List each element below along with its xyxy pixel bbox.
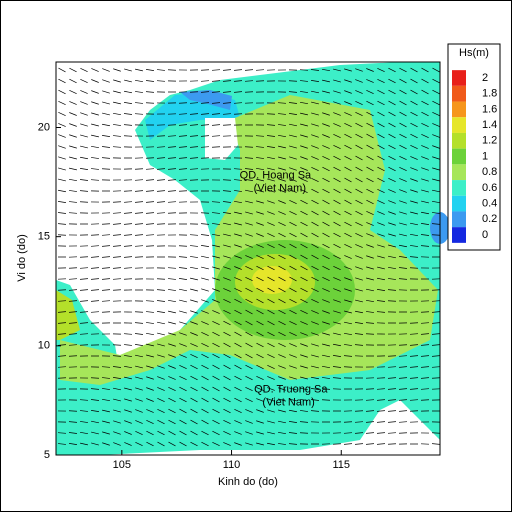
colorbar-label: 1.8 bbox=[482, 88, 497, 100]
colorbar-label: 0.4 bbox=[482, 198, 497, 210]
annotation: QD. Hoang Sa bbox=[240, 169, 312, 181]
x-tick-label: 115 bbox=[332, 459, 350, 471]
colorbar-label: 1 bbox=[482, 150, 488, 162]
x-axis-label: Kinh do (do) bbox=[218, 476, 278, 488]
colorbar-swatch bbox=[452, 164, 466, 180]
y-axis-label: Vi do (do) bbox=[16, 234, 28, 282]
colorbar-label: 0.8 bbox=[482, 166, 497, 178]
colorbar-label: 0.6 bbox=[482, 182, 497, 194]
colorbar-label: 0 bbox=[482, 229, 488, 241]
colorbar-swatch bbox=[452, 180, 466, 196]
colorbar-swatch bbox=[452, 227, 466, 243]
colorbar-label: 1.4 bbox=[482, 119, 497, 131]
x-tick-label: 110 bbox=[223, 459, 241, 471]
y-tick-label: 10 bbox=[38, 340, 50, 352]
peak-region bbox=[252, 266, 292, 294]
colorbar-swatch bbox=[452, 102, 466, 118]
colorbar-swatch bbox=[452, 211, 466, 227]
y-tick-label: 5 bbox=[44, 449, 50, 461]
annotation: (Viet Nam) bbox=[262, 397, 314, 409]
colorbar-swatch bbox=[452, 196, 466, 212]
annotation: QD. Truong Sa bbox=[254, 383, 328, 395]
colorbar-label: 2 bbox=[482, 72, 488, 84]
annotation: (Viet Nam) bbox=[254, 183, 306, 195]
colorbar-label: 1.6 bbox=[482, 103, 497, 115]
colorbar-title: Hs(m) bbox=[459, 47, 489, 59]
colorbar-swatch bbox=[452, 133, 466, 149]
y-tick-label: 15 bbox=[38, 231, 50, 243]
colorbar-label: 1.2 bbox=[482, 135, 497, 147]
colorbar-swatch bbox=[452, 70, 466, 86]
colorbar-swatch bbox=[452, 117, 466, 133]
y-tick-label: 20 bbox=[38, 121, 50, 133]
x-tick-label: 105 bbox=[113, 459, 131, 471]
colorbar-swatch bbox=[452, 86, 466, 102]
colorbar-swatch bbox=[452, 149, 466, 165]
colorbar-label: 0.2 bbox=[482, 213, 497, 225]
